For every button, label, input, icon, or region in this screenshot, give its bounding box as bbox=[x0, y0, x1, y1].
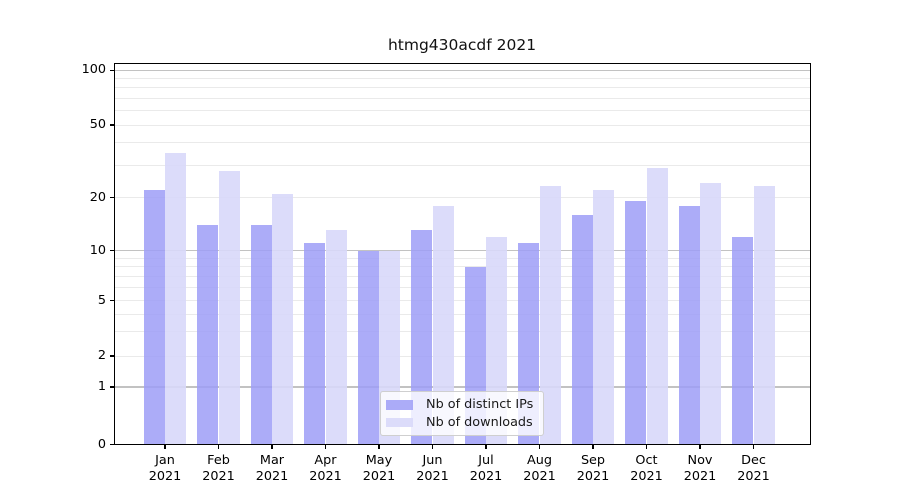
bar-downloads-sep bbox=[593, 189, 615, 445]
y-tick-100 bbox=[109, 69, 114, 71]
bar-distinct-ips-jun bbox=[411, 230, 433, 445]
y-tick-0 bbox=[109, 443, 114, 446]
minor-gridline-80 bbox=[113, 87, 811, 89]
bar-downloads-jun bbox=[432, 205, 454, 445]
y-tick-label-20: 20 bbox=[89, 189, 106, 205]
x-tick-label-oct: Oct 2021 bbox=[630, 453, 663, 484]
bar-distinct-ips-may bbox=[357, 250, 379, 445]
x-tick-jun bbox=[431, 444, 434, 449]
bar-downloads-nov bbox=[700, 183, 722, 445]
legend-item-distinct-ips: Nb of distinct IPs bbox=[386, 397, 535, 414]
legend-label: Nb of downloads bbox=[426, 414, 533, 430]
bar-downloads-feb bbox=[218, 170, 240, 445]
x-tick-label-may: May 2021 bbox=[362, 453, 396, 484]
x-tick-label-sep: Sep 2021 bbox=[576, 453, 610, 484]
y-tick-10 bbox=[109, 249, 114, 252]
minor-gridline-50 bbox=[113, 124, 811, 126]
legend-label: Nb of distinct IPs bbox=[426, 397, 534, 413]
y-tick-label-0: 0 bbox=[97, 436, 106, 452]
x-tick-label-jan: Jan 2021 bbox=[148, 453, 182, 484]
minor-gridline-30 bbox=[113, 164, 811, 166]
x-tick-apr bbox=[324, 444, 327, 449]
y-tick-20 bbox=[109, 196, 114, 199]
bar-downloads-aug bbox=[539, 186, 561, 445]
x-tick-aug bbox=[538, 444, 541, 449]
bar-distinct-ips-apr bbox=[304, 243, 326, 445]
bar-downloads-oct bbox=[646, 168, 668, 445]
bar-downloads-dec bbox=[753, 186, 775, 445]
y-tick-label-5: 5 bbox=[97, 292, 106, 308]
legend-swatch-distinct-ips bbox=[386, 400, 413, 410]
y-tick-1 bbox=[109, 386, 114, 388]
x-tick-label-apr: Apr 2021 bbox=[309, 453, 342, 484]
x-tick-label-jul: Jul 2021 bbox=[469, 453, 503, 484]
x-tick-label-dec: Dec 2021 bbox=[737, 453, 770, 484]
x-tick-jul bbox=[485, 444, 487, 449]
x-tick-sep bbox=[592, 444, 594, 449]
y-tick-5 bbox=[109, 299, 114, 302]
bar-distinct-ips-dec bbox=[732, 236, 754, 445]
x-tick-dec bbox=[752, 444, 755, 449]
x-tick-feb bbox=[217, 444, 220, 449]
x-tick-oct bbox=[645, 444, 648, 449]
legend-item-downloads: Nb of downloads bbox=[386, 414, 535, 431]
legend-swatch-downloads bbox=[386, 417, 413, 427]
y-tick-label-100: 100 bbox=[81, 62, 106, 78]
y-tick-50 bbox=[109, 124, 114, 126]
y-tick-label-1: 1 bbox=[97, 379, 106, 394]
bar-distinct-ips-sep bbox=[571, 214, 593, 445]
chart-title: htmg430acdf 2021 bbox=[387, 36, 537, 54]
major-gridline-100 bbox=[113, 69, 811, 71]
bar-distinct-ips-mar bbox=[250, 224, 272, 445]
bar-distinct-ips-nov bbox=[678, 205, 700, 445]
bar-distinct-ips-feb bbox=[197, 224, 219, 445]
y-tick-2 bbox=[109, 355, 114, 357]
x-tick-label-mar: Mar 2021 bbox=[255, 453, 289, 484]
legend: Nb of distinct IPs Nb of downloads bbox=[380, 391, 544, 436]
y-tick-label-2: 2 bbox=[97, 348, 106, 363]
x-tick-label-feb: Feb 2021 bbox=[202, 453, 235, 484]
x-tick-label-aug: Aug 2021 bbox=[523, 453, 556, 484]
x-tick-mar bbox=[271, 444, 273, 449]
minor-gridline-70 bbox=[113, 97, 811, 99]
minor-gridline-40 bbox=[113, 142, 811, 144]
x-tick-jan bbox=[164, 444, 166, 449]
bar-distinct-ips-jan bbox=[143, 189, 165, 445]
minor-gridline-90 bbox=[113, 78, 811, 80]
bar-downloads-apr bbox=[325, 230, 347, 445]
x-tick-may bbox=[378, 444, 380, 449]
bar-downloads-mar bbox=[272, 193, 294, 445]
minor-gridline-60 bbox=[113, 110, 811, 112]
bar-downloads-jan bbox=[165, 153, 187, 445]
x-tick-label-nov: Nov 2021 bbox=[683, 453, 717, 484]
y-tick-label-10: 10 bbox=[89, 242, 106, 258]
x-tick-label-jun: Jun 2021 bbox=[416, 453, 449, 484]
x-tick-nov bbox=[699, 444, 701, 449]
bar-distinct-ips-oct bbox=[625, 201, 647, 445]
y-tick-label-50: 50 bbox=[89, 117, 106, 132]
